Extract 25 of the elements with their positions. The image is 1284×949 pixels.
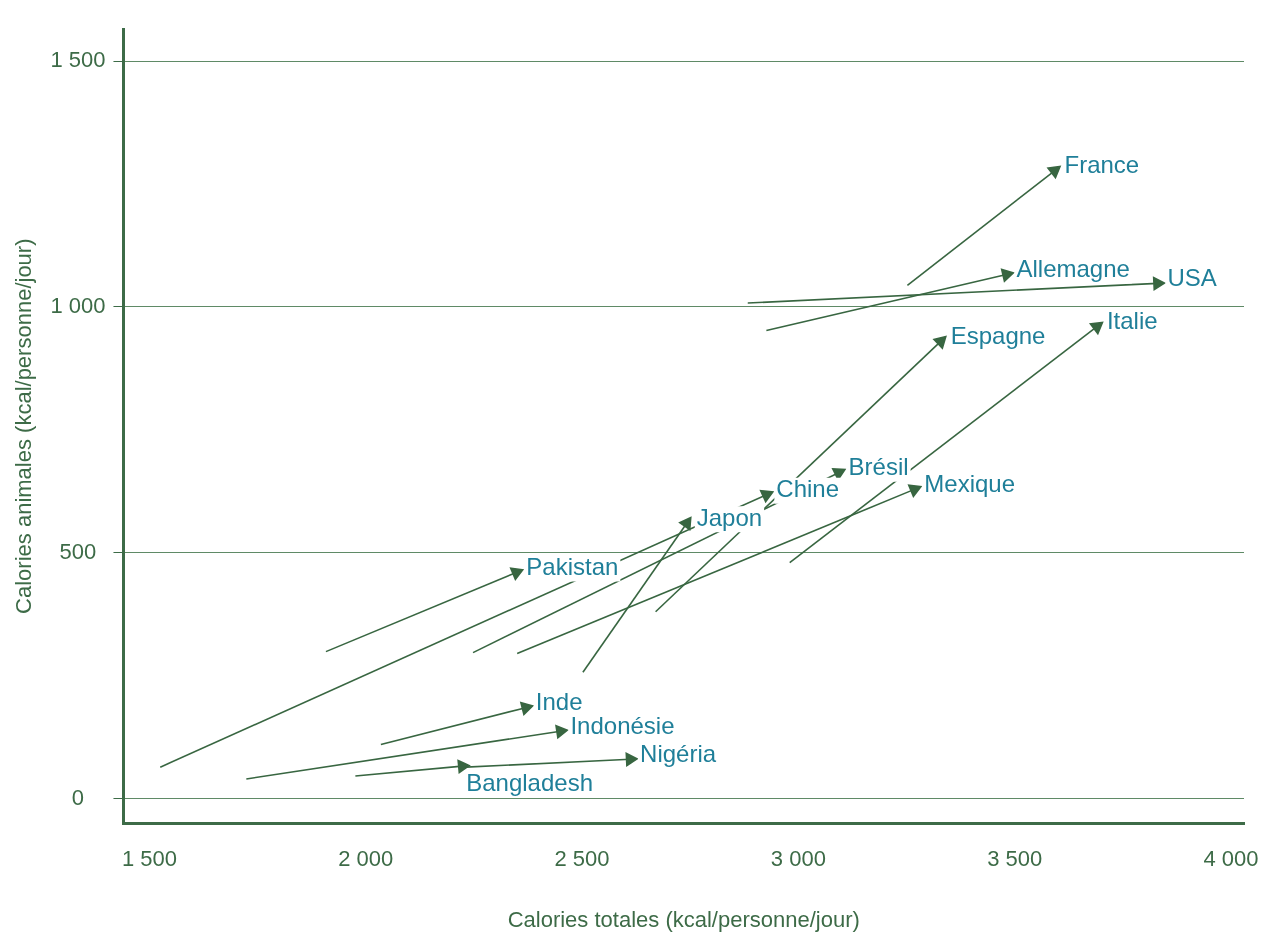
x-tick-label: 3 500 [987,846,1043,872]
x-tick-label: 1 500 [121,846,177,872]
y-axis-title: Calories animales (kcal/personne/jour) [11,238,37,614]
series-label: Inde [535,688,583,716]
series-label: USA [1167,264,1217,291]
x-tick-label: 4 000 [1203,846,1259,872]
series-label: Nigéria [640,739,717,767]
series-label: Pakistan [526,553,619,581]
x-axis-title: Calories totales (kcal/personne/jour) [507,906,860,932]
y-tick-label: 1 000 [50,293,106,319]
y-tick-label: 1 500 [50,47,106,73]
x-tick-label: 2 500 [554,846,610,872]
y-tick-label: 500 [59,538,97,564]
x-tick-label: 2 000 [338,846,394,872]
y-tick-label: 0 [71,784,85,810]
series-label: Brésil [848,453,909,481]
x-tick-label: 3 000 [770,846,826,872]
series-label: Allemagne [1016,255,1130,283]
series-label: Espagne [950,322,1046,350]
series-label: Bangladesh [466,768,593,796]
series-label: Japon [696,503,763,531]
series-label: Mexique [924,470,1016,497]
series-label: Chine [776,475,840,503]
series-label: France [1064,151,1140,179]
series-label: Italie [1106,307,1158,335]
